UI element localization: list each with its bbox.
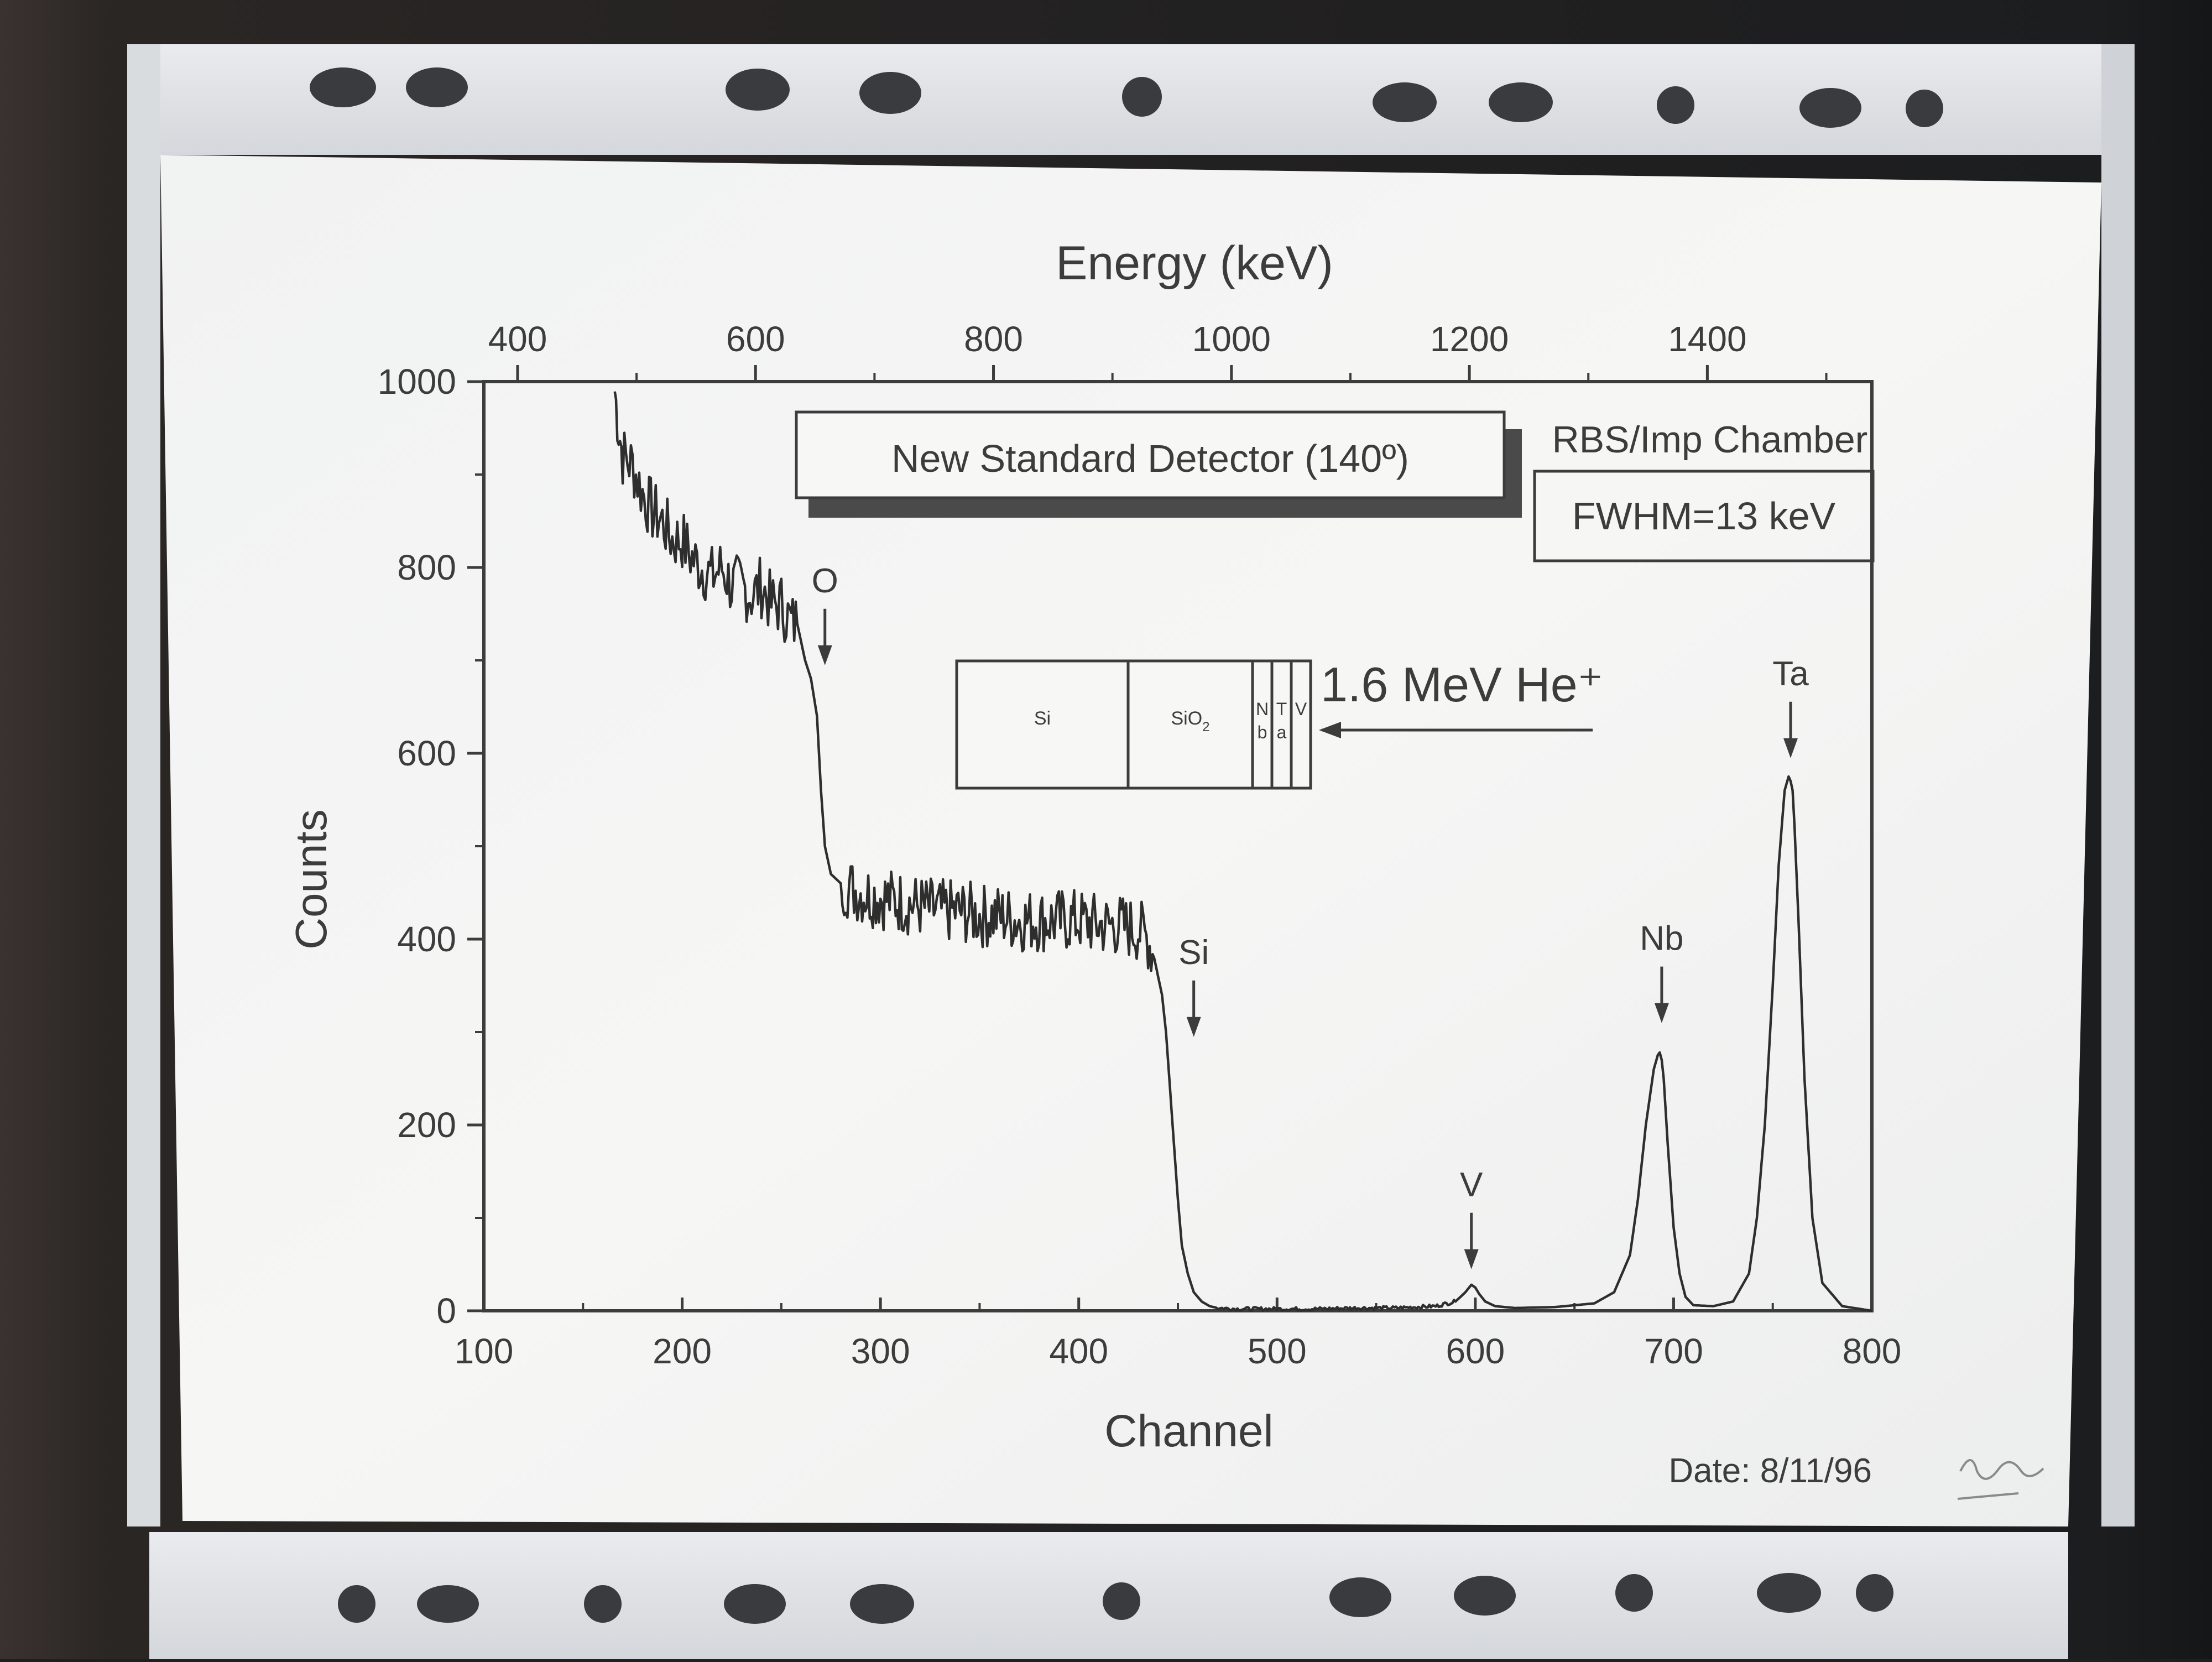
- punch-hole: [724, 1584, 786, 1624]
- sample-layer: Si: [955, 659, 1130, 790]
- punch-hole: [417, 1585, 479, 1623]
- x-tick-label: 600: [1446, 1331, 1505, 1371]
- x-tick-label: 300: [851, 1331, 910, 1371]
- annotation-label: Si: [1178, 934, 1209, 972]
- punch-hole: [726, 69, 790, 111]
- signature-scribble: [1959, 1459, 2044, 1480]
- beam-label: 1.6 MeV He⁺: [1321, 657, 1603, 712]
- sample-layer-label: N: [1256, 699, 1269, 719]
- punch-hole: [310, 67, 376, 107]
- annotation-ta: Ta: [1772, 655, 1809, 758]
- punch-hole: [1657, 86, 1694, 124]
- x-tick-label: 800: [1843, 1331, 1902, 1371]
- punch-hole: [1489, 82, 1553, 122]
- punch-hole: [1906, 90, 1943, 127]
- annotation-arrow-head: [1783, 738, 1798, 758]
- sample-layer-label-lower: b: [1258, 722, 1267, 742]
- annotation-si: Si: [1178, 934, 1209, 1037]
- annotation-v: V: [1460, 1166, 1483, 1269]
- annotation-arrow-head: [817, 645, 832, 665]
- sample-layer-box: [1290, 659, 1312, 790]
- punch-hole: [1615, 1574, 1653, 1612]
- punch-hole: [1856, 1574, 1893, 1612]
- x-tick-label: 200: [653, 1331, 712, 1371]
- x-tick-label: 700: [1644, 1331, 1703, 1371]
- sample-layer: V: [1290, 659, 1312, 790]
- top-axis-title: Energy (keV): [1056, 237, 1333, 290]
- x-tick-label: 400: [1049, 1331, 1108, 1371]
- y-tick-label: 400: [397, 919, 456, 959]
- annotation-arrow-head: [1654, 1003, 1669, 1023]
- punch-hole: [1373, 82, 1437, 122]
- punch-hole: [1329, 1577, 1391, 1617]
- top-tick-label: 1400: [1668, 319, 1746, 359]
- spectrum-line: [613, 391, 1872, 1312]
- sample-layer: Ta: [1270, 659, 1293, 790]
- y-tick-label: 600: [397, 733, 456, 773]
- annotation-arrow-head: [1186, 1017, 1201, 1037]
- fwhm-box-text: FWHM=13 keV: [1572, 494, 1836, 538]
- sample-layer: SiO2: [1126, 659, 1254, 790]
- sample-layer-box: [1126, 659, 1254, 790]
- top-tick-label: 1000: [1192, 319, 1271, 359]
- top-tick-label: 800: [964, 319, 1023, 359]
- top-tick-label: 600: [726, 319, 785, 359]
- sample-layer: Nb: [1251, 659, 1274, 790]
- y-tick-label: 200: [397, 1105, 456, 1145]
- annotation-label: Nb: [1640, 920, 1683, 958]
- annotation-arrow-head: [1464, 1249, 1479, 1269]
- punch-hole: [859, 72, 921, 114]
- chamber-label: RBS/Imp Chamber: [1552, 419, 1868, 461]
- annotation-o: O: [812, 562, 838, 665]
- y-axis-title: Counts: [286, 809, 336, 949]
- sample-layer-label: Si: [1034, 708, 1051, 729]
- annotation-label: O: [812, 562, 838, 600]
- punch-hole: [1103, 1582, 1140, 1620]
- x-tick-label: 100: [455, 1331, 514, 1371]
- x-axis-title: Channel: [1104, 1406, 1273, 1456]
- y-tick-label: 0: [436, 1291, 456, 1331]
- y-tick-label: 1000: [378, 362, 456, 402]
- title-box-text: New Standard Detector (140º): [891, 437, 1409, 480]
- punch-hole: [584, 1585, 622, 1623]
- fwhm-box: [1533, 470, 1875, 562]
- punch-hole: [1122, 77, 1162, 117]
- punch-hole: [406, 67, 468, 107]
- x-tick-label: 500: [1248, 1331, 1307, 1371]
- sample-layer-label: V: [1295, 699, 1307, 719]
- annotation-nb: Nb: [1640, 920, 1684, 1023]
- sample-layer-label-lower: a: [1277, 722, 1287, 742]
- punch-holes: [310, 67, 1943, 1624]
- annotation-label: Ta: [1772, 655, 1809, 693]
- punch-hole: [1454, 1576, 1516, 1616]
- date-label: Date: 8/11/96: [1668, 1452, 1872, 1490]
- sleeve-left: [127, 44, 160, 1526]
- paper-sheet: [160, 155, 2101, 1526]
- punch-hole: [1757, 1573, 1821, 1613]
- beam-arrow-head: [1319, 722, 1341, 738]
- title-box: [795, 410, 1506, 499]
- sample-layer-box: [955, 659, 1130, 790]
- annotation-label: V: [1460, 1166, 1483, 1204]
- y-tick-label: 800: [397, 548, 456, 587]
- signature-underline: [1957, 1492, 2019, 1500]
- punch-hole: [850, 1584, 914, 1624]
- top-tick-label: 400: [488, 319, 547, 359]
- punch-hole: [338, 1585, 375, 1623]
- sample-layer-box: [1270, 659, 1293, 790]
- sleeve-right: [2101, 44, 2135, 1526]
- punch-hole: [1799, 88, 1861, 128]
- sample-layer-subscript: 2: [1202, 720, 1209, 734]
- top-tick-label: 1200: [1430, 319, 1509, 359]
- sample-layer-label: T: [1276, 699, 1287, 719]
